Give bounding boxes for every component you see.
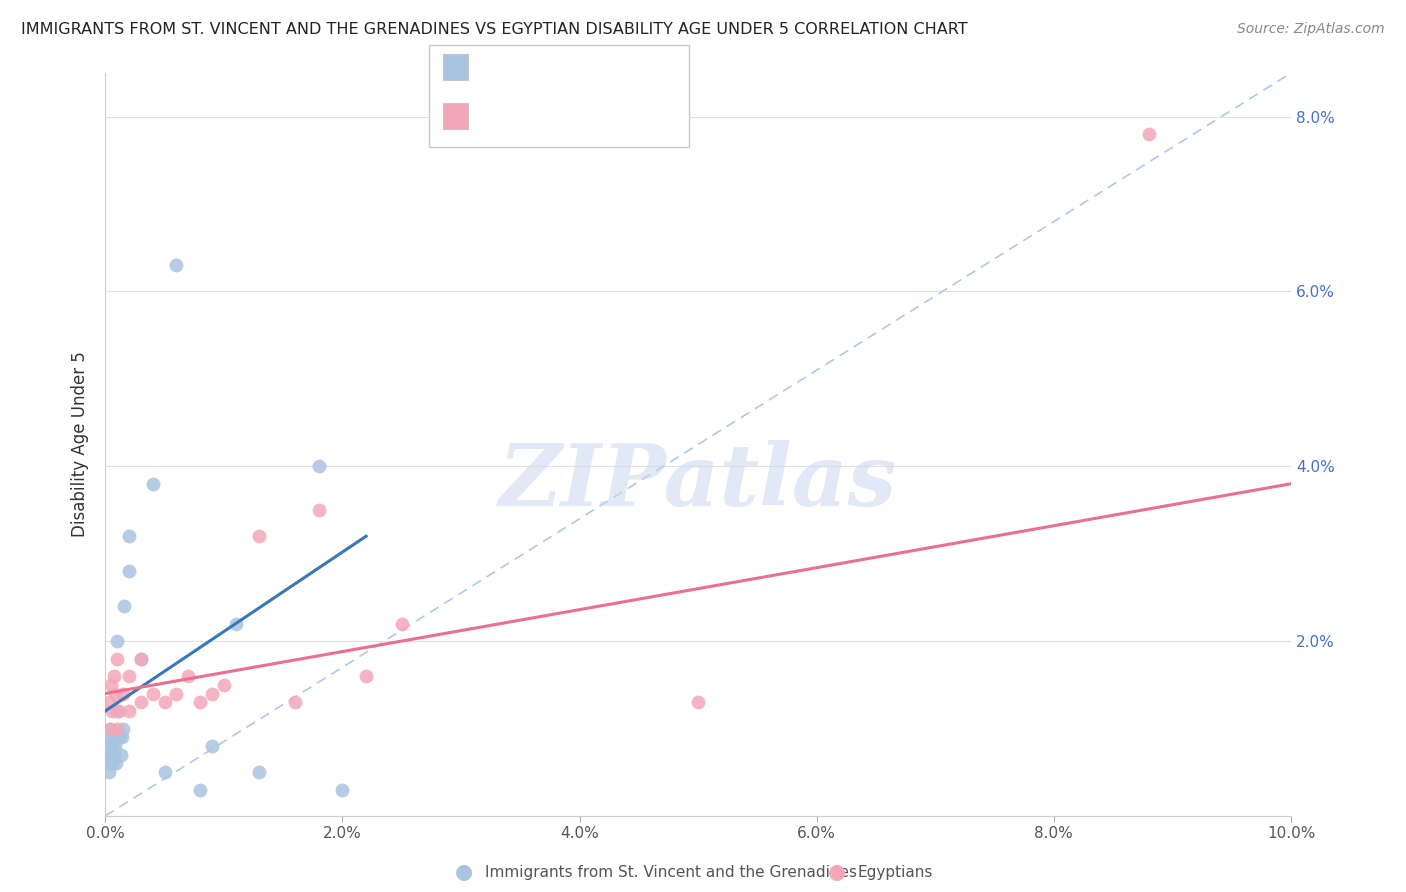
Point <box>1137 127 1160 141</box>
Point <box>110 747 132 762</box>
Point <box>118 669 141 683</box>
Text: R =: R = <box>477 57 516 75</box>
Text: Egyptians: Egyptians <box>858 865 934 880</box>
Point <box>177 669 200 683</box>
Point <box>100 678 122 692</box>
Point <box>103 747 125 762</box>
Point <box>354 669 377 683</box>
Text: ●: ● <box>828 863 845 882</box>
Point <box>212 678 235 692</box>
Point <box>153 765 176 780</box>
Point <box>247 529 270 543</box>
Point <box>105 634 128 648</box>
Point <box>129 695 152 709</box>
Y-axis label: Disability Age Under 5: Disability Age Under 5 <box>72 351 89 537</box>
Point <box>129 651 152 665</box>
Point <box>111 722 134 736</box>
Text: Source: ZipAtlas.com: Source: ZipAtlas.com <box>1237 22 1385 37</box>
Text: IMMIGRANTS FROM ST. VINCENT AND THE GRENADINES VS EGYPTIAN DISABILITY AGE UNDER : IMMIGRANTS FROM ST. VINCENT AND THE GREN… <box>21 22 967 37</box>
Point <box>142 476 165 491</box>
Text: 28: 28 <box>612 106 637 124</box>
Point <box>100 747 122 762</box>
Point <box>103 731 125 745</box>
Text: 0.157: 0.157 <box>508 106 564 124</box>
Text: N =: N = <box>558 106 616 124</box>
Point <box>118 704 141 718</box>
Point <box>118 529 141 543</box>
Point <box>308 459 330 474</box>
Point <box>100 731 122 745</box>
Text: 0.289: 0.289 <box>508 57 565 75</box>
Text: N =: N = <box>558 57 616 75</box>
Text: R =: R = <box>477 106 516 124</box>
Point <box>97 739 120 753</box>
Point <box>97 695 120 709</box>
Point <box>112 599 135 614</box>
Point <box>108 731 131 745</box>
Point <box>105 722 128 736</box>
Point <box>105 704 128 718</box>
Point <box>108 704 131 718</box>
Point <box>201 739 224 753</box>
Point <box>118 564 141 578</box>
Point <box>101 739 124 753</box>
Point <box>165 687 187 701</box>
Point <box>98 722 121 736</box>
Point <box>101 756 124 771</box>
Point <box>103 669 125 683</box>
Point <box>111 731 134 745</box>
Point <box>105 651 128 665</box>
Text: Immigrants from St. Vincent and the Grenadines: Immigrants from St. Vincent and the Gren… <box>485 865 858 880</box>
Point <box>188 782 211 797</box>
Point <box>98 756 121 771</box>
Point <box>165 258 187 272</box>
Point <box>688 695 710 709</box>
Point <box>332 782 354 797</box>
Point <box>247 765 270 780</box>
Point <box>98 722 121 736</box>
Point <box>111 687 134 701</box>
Point <box>142 687 165 701</box>
Point <box>104 756 127 771</box>
Point <box>308 503 330 517</box>
Text: ●: ● <box>456 863 472 882</box>
Text: ZIPatlas: ZIPatlas <box>499 440 897 524</box>
Point <box>225 616 247 631</box>
Point <box>391 616 413 631</box>
Point <box>97 765 120 780</box>
Point <box>153 695 176 709</box>
Point <box>104 739 127 753</box>
Text: 32: 32 <box>612 57 637 75</box>
Point <box>201 687 224 701</box>
Point <box>129 651 152 665</box>
Point <box>97 747 120 762</box>
Point <box>284 695 307 709</box>
Point <box>104 687 127 701</box>
Point <box>188 695 211 709</box>
Point <box>101 704 124 718</box>
